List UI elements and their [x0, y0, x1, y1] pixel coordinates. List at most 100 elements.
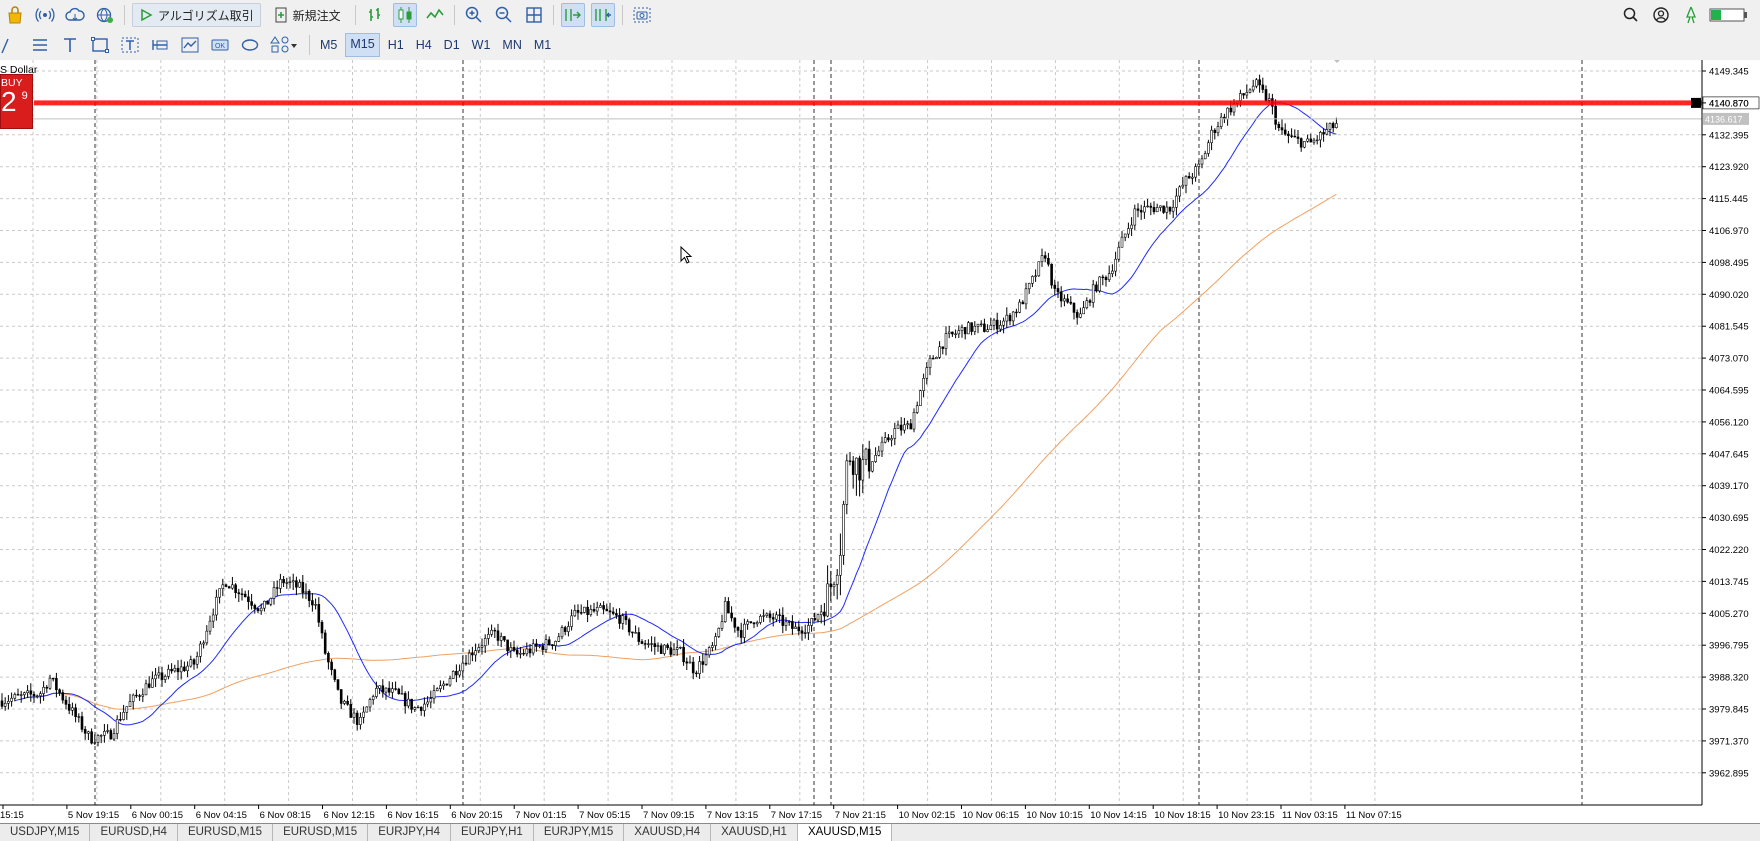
- candle-bear: [506, 639, 509, 652]
- candle-bull: [656, 645, 660, 647]
- candle-bull: [474, 650, 477, 656]
- candle-bull: [259, 607, 263, 612]
- candle-bear: [1075, 312, 1079, 318]
- algo-trading-button[interactable]: アルゴリズム取引: [132, 3, 261, 27]
- candle-bull: [87, 731, 90, 734]
- candle-bull: [714, 636, 717, 646]
- timeframe-d1[interactable]: D1: [443, 38, 460, 52]
- candle-bull: [499, 636, 503, 641]
- timeframe-m1[interactable]: M1: [533, 38, 552, 52]
- level-line-handle[interactable]: [1691, 97, 1701, 108]
- candle-bear: [995, 319, 999, 330]
- tile-windows-icon[interactable]: [522, 3, 546, 27]
- candle-bear: [637, 632, 641, 642]
- candle-bull: [704, 654, 708, 665]
- candle-bull: [272, 587, 276, 599]
- chart-shift-icon[interactable]: [590, 3, 615, 27]
- algo-trading-label: アルゴリズム取引: [158, 8, 254, 23]
- candle-bear: [307, 590, 311, 601]
- search-icon[interactable]: [1619, 3, 1643, 27]
- vps-globe-icon[interactable]: [93, 3, 117, 27]
- candle-bear: [64, 699, 68, 705]
- chart-shift-marker: [1334, 60, 1340, 63]
- chart-tab[interactable]: EURJPY,H4: [368, 824, 452, 841]
- chart-tab[interactable]: EURUSD,M15: [273, 824, 369, 841]
- candle-bull: [944, 333, 948, 349]
- cloud-icon[interactable]: [63, 3, 87, 27]
- candle-bear: [778, 614, 781, 616]
- candle-bull: [989, 325, 993, 330]
- candle-bear: [496, 630, 500, 641]
- one-click-buy-button[interactable]: BUY 2 9: [0, 74, 33, 129]
- chart-tab[interactable]: XAUUSD,H4: [624, 824, 712, 841]
- chart-tab[interactable]: XAUUSD,H1: [711, 824, 798, 841]
- text-tool-icon[interactable]: [58, 33, 82, 57]
- zoom-out-icon[interactable]: [492, 3, 516, 27]
- candle-bull: [1155, 207, 1159, 213]
- candle-bear: [1136, 208, 1140, 211]
- time-tick-label: 7 Nov 21:15: [835, 810, 886, 821]
- candle-bear: [1187, 176, 1191, 179]
- price-tick-label: 4056.120: [1709, 417, 1749, 428]
- chart-tab[interactable]: EURUSD,H4: [90, 824, 178, 841]
- candle-bull: [3, 702, 7, 707]
- candle-bull: [893, 428, 897, 439]
- candle-bear: [394, 688, 397, 690]
- candle-bull: [1114, 258, 1117, 272]
- account-icon[interactable]: [1649, 3, 1673, 27]
- time-tick-label: 5 Nov 19:15: [68, 810, 119, 821]
- order-level-line[interactable]: [34, 100, 1702, 106]
- timeframe-mn[interactable]: MN: [502, 38, 522, 52]
- screenshot-camera-icon[interactable]: [630, 3, 654, 27]
- text-label-tool-icon[interactable]: [118, 33, 142, 57]
- candle-bull: [915, 405, 919, 413]
- time-tick-label: 10 Nov 14:15: [1090, 810, 1147, 821]
- chart-tab[interactable]: EURUSD,M15: [178, 824, 274, 841]
- signal-strength-icon[interactable]: [1679, 3, 1703, 27]
- candle-bull: [672, 649, 676, 655]
- candle-bull: [519, 652, 522, 655]
- candle-bull: [557, 636, 561, 642]
- candle-bull: [1133, 208, 1137, 226]
- price-levels[interactable]: 4140.870 4136.617: [0, 60, 1760, 125]
- candle-bull: [157, 672, 161, 676]
- chart-tab[interactable]: EURJPY,M15: [534, 824, 625, 841]
- candle-bear: [1072, 302, 1076, 313]
- market-bag-icon[interactable]: [3, 3, 27, 27]
- zoom-in-icon[interactable]: [462, 3, 486, 27]
- chart-canvas[interactable]: 4140.870 4136.617 4149.345 4140.870 4132.39…: [0, 60, 1760, 823]
- chart-tab[interactable]: USDJPY,M15: [0, 824, 91, 841]
- price-chart[interactable]: 4140.870 4136.617 4149.345 4140.870 4132.39…: [0, 60, 1760, 823]
- timeframe-w1[interactable]: W1: [471, 38, 491, 52]
- play-icon: [141, 8, 153, 22]
- chart-tab[interactable]: EURJPY,H1: [451, 824, 534, 841]
- candle-bear: [247, 596, 250, 602]
- candlestick-chart-icon[interactable]: [392, 3, 417, 27]
- chart-tab[interactable]: XAUUSD,M15: [797, 824, 893, 841]
- shapes-dropdown-icon[interactable]: [268, 33, 302, 57]
- price-tick-label: 4047.645: [1709, 449, 1749, 460]
- candle-bear: [1021, 301, 1025, 305]
- price-tick-label: 4022.220: [1709, 545, 1749, 556]
- candle-bear: [464, 662, 468, 665]
- rectangle-tool-icon[interactable]: [88, 33, 112, 57]
- timeframe-h4[interactable]: H4: [415, 38, 432, 52]
- indicator-chart-icon[interactable]: [178, 33, 202, 57]
- horizontal-lines-icon[interactable]: [28, 33, 52, 57]
- timeframe-h1[interactable]: H1: [387, 38, 404, 52]
- price-label-tool-icon[interactable]: [148, 33, 172, 57]
- buy-price-sup: 9: [21, 90, 28, 102]
- auto-scroll-icon[interactable]: [560, 3, 585, 27]
- timeframe-m15[interactable]: M15: [345, 33, 380, 57]
- line-tool-icon[interactable]: [0, 33, 22, 57]
- candle-bull: [787, 621, 791, 623]
- time-tick-label: 6 Nov 12:15: [324, 810, 375, 821]
- line-chart-icon[interactable]: [423, 3, 447, 27]
- candle-bull: [218, 588, 221, 598]
- bar-chart-icon[interactable]: [363, 3, 387, 27]
- ok-button-tool-icon[interactable]: OK: [208, 33, 232, 57]
- new-order-button[interactable]: 新規注文: [267, 3, 348, 27]
- signal-broadcast-icon[interactable]: [33, 3, 57, 27]
- timeframe-m5[interactable]: M5: [320, 38, 338, 52]
- ellipse-tool-icon[interactable]: [238, 33, 262, 57]
